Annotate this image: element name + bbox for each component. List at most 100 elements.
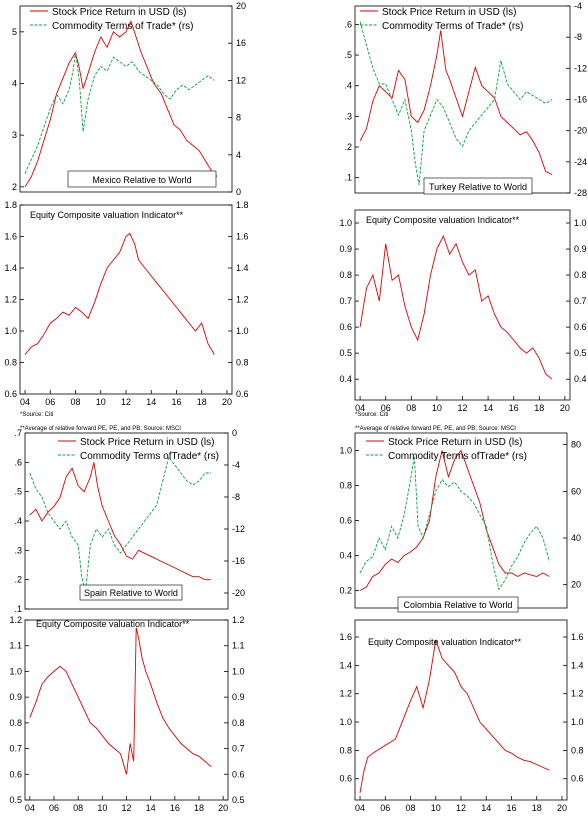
left-tick-label: .4 <box>344 81 352 91</box>
legend-stock-label: Stock Price Return in USD (ls) <box>80 437 214 448</box>
turkey-stock-commodity-chart: .1 .2 .3 .4 .5 .6 -28 -24 -20 -16 -12 -8 -4 Stock Pri… <box>344 1 587 198</box>
source-note-right: *Source: Citi <box>355 412 388 418</box>
right-tick-label: 0.8 <box>232 718 245 728</box>
legend-commodity-label: Commodity Terms of Trade* (rs) <box>52 21 194 32</box>
left-tick-label: 0.4 <box>339 551 352 561</box>
x-tick-label: 04 <box>355 803 365 813</box>
left-tick-label: .6 <box>344 19 352 29</box>
left-tick-label: .5 <box>344 50 352 60</box>
right-tick-label: -20 <box>232 588 245 598</box>
right-tick-label: -28 <box>574 188 587 198</box>
legend-stock-label: Stock Price Return in USD (ls) <box>52 7 186 18</box>
x-tick-label: 16 <box>171 397 181 407</box>
x-tick-label: 04 <box>20 397 30 407</box>
x-tick-label: 04 <box>355 403 365 413</box>
left-tick-label: 2 <box>12 182 17 192</box>
right-tick-label: -24 <box>574 157 587 167</box>
right-tick-label: 0.7 <box>574 296 587 306</box>
x-tick-label: 18 <box>534 403 544 413</box>
x-tick-label: 16 <box>509 403 519 413</box>
right-tick-label: 0.6 <box>574 322 587 332</box>
commodity-terms-line <box>24 52 215 174</box>
country-label: Mexico Relative to World <box>92 175 191 185</box>
left-tick-label: 1.8 <box>4 200 17 210</box>
legend-commodity-label: Commodity Terms ofTrade* (rs) <box>80 451 219 462</box>
valuation-title: Equity Composite valuation Indicator** <box>366 215 520 225</box>
commodity-terms-line <box>359 456 550 591</box>
left-tick-label: 1.2 <box>4 295 17 305</box>
right-tick-label: 4 <box>236 150 241 160</box>
plot-frame <box>354 209 571 401</box>
left-tick-label: .2 <box>14 575 22 585</box>
left-tick-label: 0.6 <box>4 389 17 399</box>
valuation-line <box>24 232 215 355</box>
left-tick-label: 0.8 <box>9 718 22 728</box>
stock-price-line <box>359 449 550 591</box>
right-tick-label: -8 <box>232 492 240 502</box>
colombia-stock-commodity-chart: 0.2 0.4 0.6 0.8 1.0 20 40 60 80 Stock Price Retur… <box>339 432 581 613</box>
right-tick-label: -20 <box>574 126 587 136</box>
x-tick-label: 20 <box>218 803 228 813</box>
x-tick-label: 10 <box>432 403 442 413</box>
country-label-box <box>397 596 519 613</box>
right-tick-label: 1.2 <box>236 295 249 305</box>
right-tick-label: 12 <box>236 75 246 85</box>
left-tick-label: 1.0 <box>339 446 352 456</box>
country-label-box <box>67 170 217 188</box>
stock-price-line <box>29 462 212 581</box>
right-tick-label: 0.9 <box>232 692 245 702</box>
country-label: Turkey Relative to World <box>429 182 527 192</box>
right-tick-label: -4 <box>232 460 240 470</box>
right-tick-label: 0.8 <box>571 745 584 755</box>
right-tick-label: 80 <box>571 440 581 450</box>
right-tick-label: 1.6 <box>236 232 249 242</box>
left-tick-label: 0.6 <box>9 769 22 779</box>
x-tick-label: 10 <box>96 397 106 407</box>
x-tick-label: 20 <box>560 403 570 413</box>
left-tick-label: 0.2 <box>339 586 352 596</box>
x-tick-label: 20 <box>557 803 567 813</box>
left-tick-label: 0.7 <box>339 296 352 306</box>
country-label: Spain Relative to World <box>84 588 178 598</box>
x-tick-label: 10 <box>431 803 441 813</box>
source-note: *Source: Citi <box>20 412 53 418</box>
colombia-valuation-chart: 0.6 0.8 1.0 1.2 1.4 1.6 0.6 0.8 1.0 1.2 1.4 1.6 04 06… <box>339 619 584 813</box>
left-tick-label: 0.8 <box>339 745 352 755</box>
right-tick-label: 20 <box>236 1 246 11</box>
x-tick-label: 12 <box>121 803 131 813</box>
left-tick-label: 0.5 <box>9 795 22 805</box>
left-tick-label: 1.6 <box>4 232 17 242</box>
left-tick-label: .1 <box>344 173 352 183</box>
left-tick-label: 1.0 <box>339 218 352 228</box>
valuation-line <box>359 639 550 793</box>
plot-frame <box>19 5 233 193</box>
average-note-left: **Average of relative forward PE, PE, an… <box>20 426 181 432</box>
right-tick-label: 0.5 <box>574 348 587 358</box>
left-tick-label: .6 <box>14 457 22 467</box>
x-tick-label: 06 <box>381 403 391 413</box>
right-tick-label: 1.2 <box>232 615 245 625</box>
left-tick-label: 0.6 <box>339 322 352 332</box>
right-tick-label: 1.0 <box>574 218 587 228</box>
x-tick-label: 16 <box>170 803 180 813</box>
right-tick-label: 0.8 <box>574 270 587 280</box>
right-tick-label: -4 <box>574 1 582 11</box>
left-tick-label: .5 <box>14 487 22 497</box>
left-tick-label: .7 <box>14 428 22 438</box>
turkey-valuation-chart: 0.4 0.5 0.6 0.7 0.8 0.9 1.0 0.4 0.5 0.6 0.7 0.8 0.9 1… <box>339 209 587 413</box>
right-tick-label: 0.6 <box>232 769 245 779</box>
left-tick-label: 0.9 <box>9 692 22 702</box>
right-tick-label: 16 <box>236 38 246 48</box>
left-tick-label: 0.4 <box>339 374 352 384</box>
valuation-title: Equity Composite valuation Indicator** <box>36 619 190 629</box>
mexico-valuation-chart: 0.6 0.8 1.0 1.2 1.4 1.6 1.8 0.6 0.8 1.0 1.2 1.4 1.6 1… <box>4 200 248 407</box>
left-tick-label: 0.5 <box>339 348 352 358</box>
valuation-title: Equity Composite valuation Indicator** <box>368 637 522 647</box>
right-tick-label: 0 <box>232 428 237 438</box>
x-tick-label: 12 <box>121 397 131 407</box>
right-tick-label: 0.5 <box>232 795 245 805</box>
x-tick-label: 08 <box>71 397 81 407</box>
stock-price-line <box>359 30 553 176</box>
right-tick-label: -16 <box>232 556 245 566</box>
left-tick-label: 0.9 <box>339 244 352 254</box>
